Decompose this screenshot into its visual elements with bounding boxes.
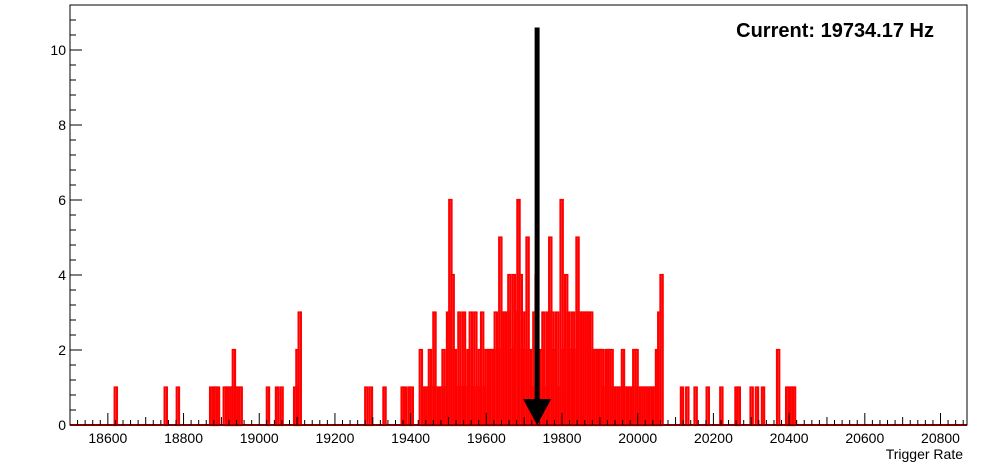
y-tick-label: 0 bbox=[58, 417, 66, 433]
x-tick-label: 20200 bbox=[694, 430, 733, 446]
x-axis-title: Trigger Rate bbox=[886, 446, 964, 462]
current-rate-label: Current: 19734.17 Hz bbox=[736, 20, 934, 42]
x-tick-label: 20800 bbox=[921, 430, 960, 446]
x-tick-label: 19400 bbox=[391, 430, 430, 446]
x-tick-label: 19600 bbox=[467, 430, 506, 446]
y-tick-label: 2 bbox=[58, 342, 66, 358]
x-axis: 18600 18800 19000 19200 19400 19600 19800 20000… bbox=[69, 413, 964, 446]
x-tick-label: 20600 bbox=[845, 430, 884, 446]
x-tick-label: 19200 bbox=[315, 430, 354, 446]
y-tick-label: 6 bbox=[58, 192, 66, 208]
y-tick-label: 8 bbox=[58, 117, 66, 133]
x-tick-label: 19800 bbox=[543, 430, 582, 446]
current-rate-arrow bbox=[523, 27, 552, 425]
y-axis: 0 2 4 6 8 10 bbox=[50, 4, 82, 433]
x-tick-label: 20400 bbox=[770, 430, 809, 446]
x-tick-label: 19000 bbox=[240, 430, 279, 446]
x-tick-label: 18600 bbox=[88, 430, 127, 446]
x-tick-label: 20000 bbox=[618, 430, 657, 446]
y-tick-label: 4 bbox=[58, 267, 66, 283]
arrow-head bbox=[523, 399, 552, 425]
y-tick-label: 10 bbox=[50, 42, 66, 58]
x-tick-label: 18800 bbox=[164, 430, 203, 446]
